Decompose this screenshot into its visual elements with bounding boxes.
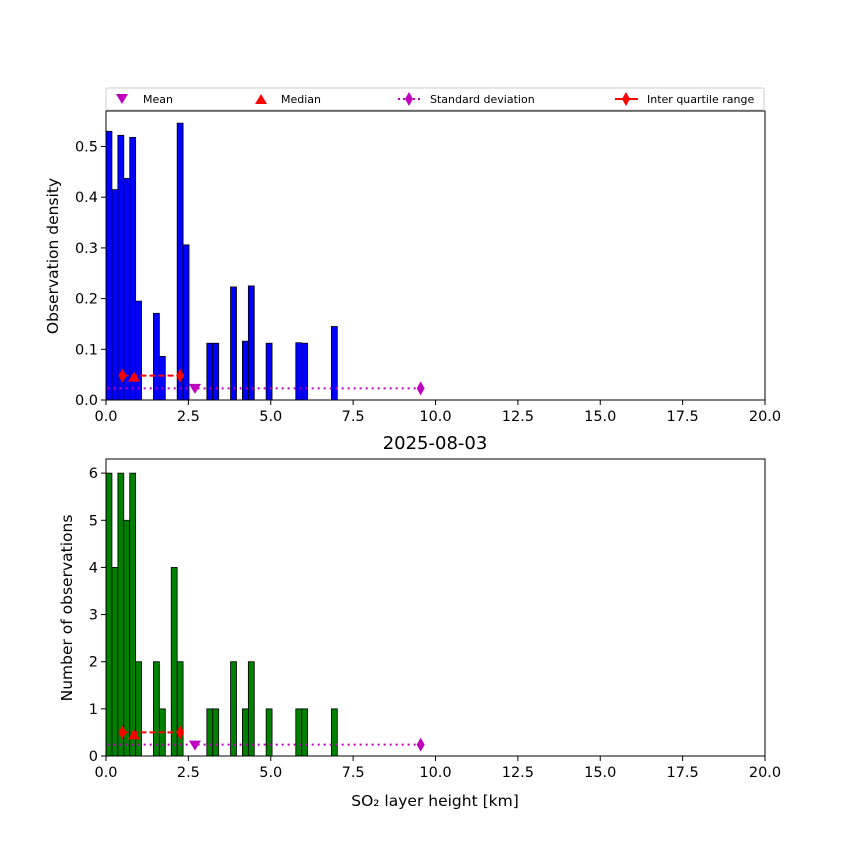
histogram-bar: [301, 342, 309, 401]
legend-entry-median: Median: [255, 93, 321, 106]
y-axis-label: Number of observations: [58, 515, 76, 702]
std-marker: [416, 737, 425, 752]
histogram-bar: [176, 122, 184, 401]
mean-marker-icon: [116, 94, 128, 104]
x-tick-label: 2.5: [177, 409, 200, 425]
histogram-bar: [247, 661, 255, 757]
x-tick-label: 7.5: [342, 765, 365, 781]
legend-entry-std: Standard deviation: [398, 92, 535, 106]
chart-title: 2025-08-03: [383, 433, 488, 454]
histogram-bar: [176, 661, 184, 757]
plot-area: 0.0 2.5 5.0 7.5 10.0 12.5 15.0 17.5 20.0 0.0 0.1 0.…: [75, 110, 781, 425]
x-tick-label: 2.5: [177, 765, 200, 781]
median-marker: [128, 371, 141, 382]
x-tick-label: 20.0: [749, 409, 781, 425]
x-tick-label: 15.0: [584, 765, 616, 781]
iqr-marker-high: [176, 725, 185, 740]
x-axis-label: SO₂ layer height [km]: [351, 792, 519, 810]
y-tick-label: 6: [89, 466, 98, 482]
x-tick-label: 0.0: [94, 409, 117, 425]
mean-marker: [188, 740, 201, 751]
x-tick-label: 5.0: [259, 765, 282, 781]
density-histogram-chart: 0.0 2.5 5.0 7.5 10.0 12.5 15.0 17.5 20.0 0.0 0.1 0.…: [44, 110, 781, 425]
plot-area: 0.0 2.5 5.0 7.5 10.0 12.5 15.0 17.5 20.0 0 1 2 3 4 5 6: [89, 458, 781, 781]
y-tick-label: 0.1: [75, 342, 98, 358]
histogram-bar: [123, 519, 131, 757]
legend-entry-mean: Mean: [116, 93, 173, 106]
histogram-bar: [153, 661, 160, 757]
histogram-bar: [182, 244, 190, 401]
histogram-bar: [295, 342, 303, 401]
y-tick-label: 3: [89, 608, 98, 624]
x-tick-label: 5.0: [259, 409, 282, 425]
x-tick-label: 17.5: [666, 765, 698, 781]
legend-label-iqr: Inter quartile range: [647, 93, 754, 106]
legend: Mean Median Standard deviation Inter qua…: [105, 87, 765, 111]
x-tick-label: 10.0: [419, 765, 451, 781]
legend-entry-iqr: Inter quartile range: [615, 92, 754, 106]
histogram-bar: [265, 708, 273, 757]
legend-label-std: Standard deviation: [430, 93, 535, 106]
histogram-bar: [158, 355, 166, 401]
iqr-marker-icon: [622, 92, 630, 106]
std-marker-icon: [405, 92, 413, 106]
histogram-bar: [212, 342, 220, 401]
histogram-bar: [135, 661, 142, 757]
x-tick-label: 0.0: [94, 765, 117, 781]
histogram-bar: [170, 567, 178, 757]
legend-label-median: Median: [281, 93, 321, 106]
histogram-bar: [242, 708, 249, 757]
histogram-bar: [105, 130, 113, 401]
y-tick-label: 0.4: [75, 190, 98, 206]
y-tick-label: 0.3: [75, 241, 98, 257]
histogram-bar: [212, 708, 220, 757]
iqr-marker-low: [118, 368, 127, 383]
mean-marker: [188, 383, 201, 394]
iqr-marker-low: [118, 725, 127, 740]
y-tick-label: 0.5: [75, 139, 98, 155]
y-axis-label: Observation density: [44, 178, 62, 334]
y-tick-label: 0.0: [75, 393, 98, 409]
histogram-bar: [206, 708, 214, 757]
y-tick-label: 4: [89, 560, 98, 576]
y-tick-label: 5: [89, 513, 98, 529]
histogram-bar: [265, 342, 273, 401]
histogram-bar: [301, 708, 309, 757]
median-marker-icon: [255, 94, 267, 104]
histogram-bar: [129, 472, 137, 757]
histogram-bar: [153, 312, 160, 401]
histogram-bar: [123, 178, 131, 401]
histogram-bar: [230, 286, 237, 401]
histogram-bar: [117, 472, 125, 757]
iqr-marker-high: [176, 368, 185, 383]
x-tick-label: 10.0: [419, 409, 451, 425]
x-tick-label: 12.5: [502, 765, 534, 781]
histogram-bar: [105, 472, 113, 757]
median-marker: [128, 729, 141, 740]
y-tick-label: 0: [89, 749, 98, 765]
std-marker: [416, 381, 425, 396]
x-tick-label: 20.0: [749, 765, 781, 781]
x-tick-label: 17.5: [666, 409, 698, 425]
x-tick-label: 15.0: [584, 409, 616, 425]
histogram-bar: [247, 285, 255, 401]
histogram-bar: [330, 708, 338, 757]
histogram-bar: [230, 661, 237, 757]
histogram-bar: [242, 340, 249, 401]
histogram-bar: [117, 134, 125, 401]
histogram-bar: [295, 708, 303, 757]
histogram-bar: [206, 342, 214, 401]
x-tick-label: 12.5: [502, 409, 534, 425]
histogram-bar: [135, 300, 142, 401]
y-tick-label: 1: [89, 702, 98, 718]
histogram-bar: [111, 189, 119, 401]
y-tick-label: 2: [89, 655, 98, 671]
legend-label-mean: Mean: [143, 93, 173, 106]
histogram-bar: [129, 136, 137, 401]
histogram-bar: [111, 567, 119, 757]
y-tick-label: 0.2: [75, 292, 98, 308]
count-histogram-chart: 2025-08-03 0.0 2.5 5.0 7.5 10.0 12.5 15.0 17.5 2…: [58, 433, 781, 810]
x-tick-label: 7.5: [342, 409, 365, 425]
